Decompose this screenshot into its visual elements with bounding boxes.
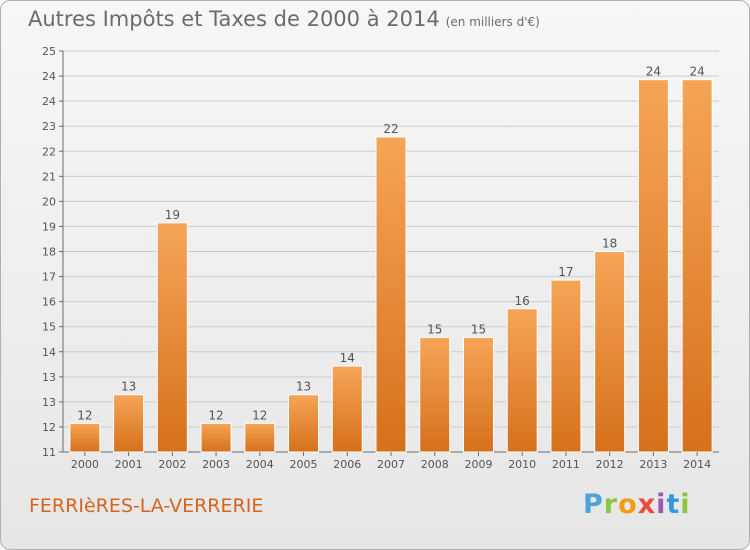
x-tick-label: 2013 [639,458,667,471]
bar [637,79,669,453]
data-label: 12 [252,408,267,422]
bar [69,422,101,453]
data-label: 17 [558,265,573,279]
x-tick-label: 2002 [158,458,186,471]
bar [550,279,582,453]
data-label: 12 [77,408,92,422]
x-tick-label: 2005 [290,458,318,471]
x-tick-label: 2000 [71,458,99,471]
x-tick-label: 2008 [421,458,449,471]
data-label: 24 [646,65,661,79]
data-label: 13 [121,380,136,394]
bar [375,136,407,453]
y-tick-label: 12 [42,421,56,434]
y-tick-label: 16 [42,296,56,309]
proxiti-logo: Proxiti [583,489,691,520]
data-label: 19 [165,208,180,222]
y-tick-label: 24 [42,70,56,83]
y-tick-label: 18 [42,246,56,259]
x-tick-label: 2007 [377,458,405,471]
commune-name: FERRIèRES-LA-VERRERIE [29,495,264,517]
data-label: 13 [296,380,311,394]
y-tick-label: 21 [42,170,56,183]
y-tick-label: 19 [42,220,56,233]
chart-subtitle: (en milliers d'€) [445,15,540,29]
bar [331,365,363,453]
x-tick-label: 2012 [596,458,624,471]
x-tick-label: 2004 [246,458,274,471]
x-tick-label: 2009 [464,458,492,471]
bar [288,394,320,453]
x-tick-label: 2010 [508,458,536,471]
y-tick-label: 14 [42,346,56,359]
data-label: 24 [689,65,704,79]
bar [506,308,538,453]
bar [156,222,188,453]
x-tick-label: 2014 [683,458,711,471]
x-tick-label: 2003 [202,458,230,471]
y-tick-label: 20 [42,195,56,208]
data-label: 16 [515,294,530,308]
y-tick-label: 13 [42,396,56,409]
data-label: 14 [340,351,355,365]
x-tick-label: 2011 [552,458,580,471]
bar [681,79,713,453]
y-tick-label: 24 [42,95,56,108]
data-label: 15 [471,322,486,336]
y-tick-label: 11 [42,446,56,459]
x-tick-label: 2006 [333,458,361,471]
chart-title: Autres Impôts et Taxes de 2000 à 2014 (en… [28,7,540,31]
y-tick-label: 22 [42,145,56,158]
bar [113,394,145,453]
y-tick-label: 15 [42,321,56,334]
bar [462,336,494,453]
data-label: 18 [602,237,617,251]
chart-title-text: Autres Impôts et Taxes de 2000 à 2014 [28,7,440,31]
bar [244,422,276,453]
y-tick-label: 25 [42,45,56,58]
bar [200,422,232,453]
data-label: 15 [427,322,442,336]
data-label: 12 [208,408,223,422]
x-tick-label: 2001 [115,458,143,471]
y-tick-label: 17 [42,271,56,284]
data-label: 22 [383,122,398,136]
bar [419,336,451,453]
y-tick-label: 13 [42,371,56,384]
bar [594,251,626,453]
y-tick-label: 23 [42,120,56,133]
